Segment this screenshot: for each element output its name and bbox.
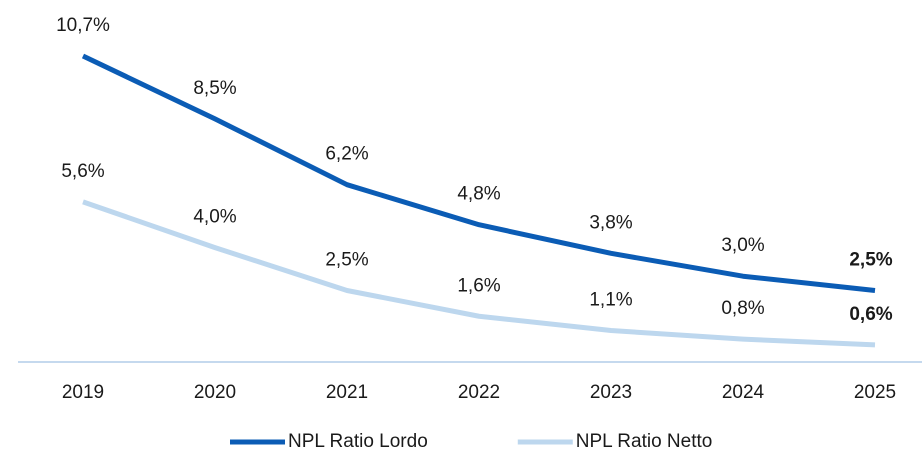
data-label: 0,6% — [849, 304, 892, 325]
data-label: 0,8% — [721, 298, 764, 319]
data-label: 5,6% — [61, 161, 104, 182]
x-tick-label: 2025 — [854, 382, 896, 403]
data-label: 2,5% — [849, 250, 892, 271]
data-label: 4,8% — [457, 184, 500, 205]
x-tick-label: 2019 — [62, 382, 104, 403]
data-label: 8,5% — [193, 78, 236, 99]
data-label: 6,2% — [325, 144, 368, 165]
x-tick-label: 2021 — [326, 382, 368, 403]
series-line — [82, 199, 876, 348]
data-label: 2,5% — [325, 250, 368, 271]
data-label: 1,6% — [457, 275, 500, 296]
data-label: 4,0% — [193, 207, 236, 228]
x-tick-label: 2023 — [590, 382, 632, 403]
x-tick-label: 2020 — [194, 382, 236, 403]
data-label: 3,8% — [589, 212, 632, 233]
legend-label: NPL Ratio Netto — [576, 431, 713, 452]
data-label: 1,1% — [589, 290, 632, 311]
x-tick-label: 2022 — [458, 382, 500, 403]
x-tick-label: 2024 — [722, 382, 765, 403]
data-label: 3,0% — [721, 235, 764, 256]
series-line — [81, 53, 876, 293]
legend-label: NPL Ratio Lordo — [288, 431, 428, 452]
data-label: 10,7% — [56, 15, 110, 36]
